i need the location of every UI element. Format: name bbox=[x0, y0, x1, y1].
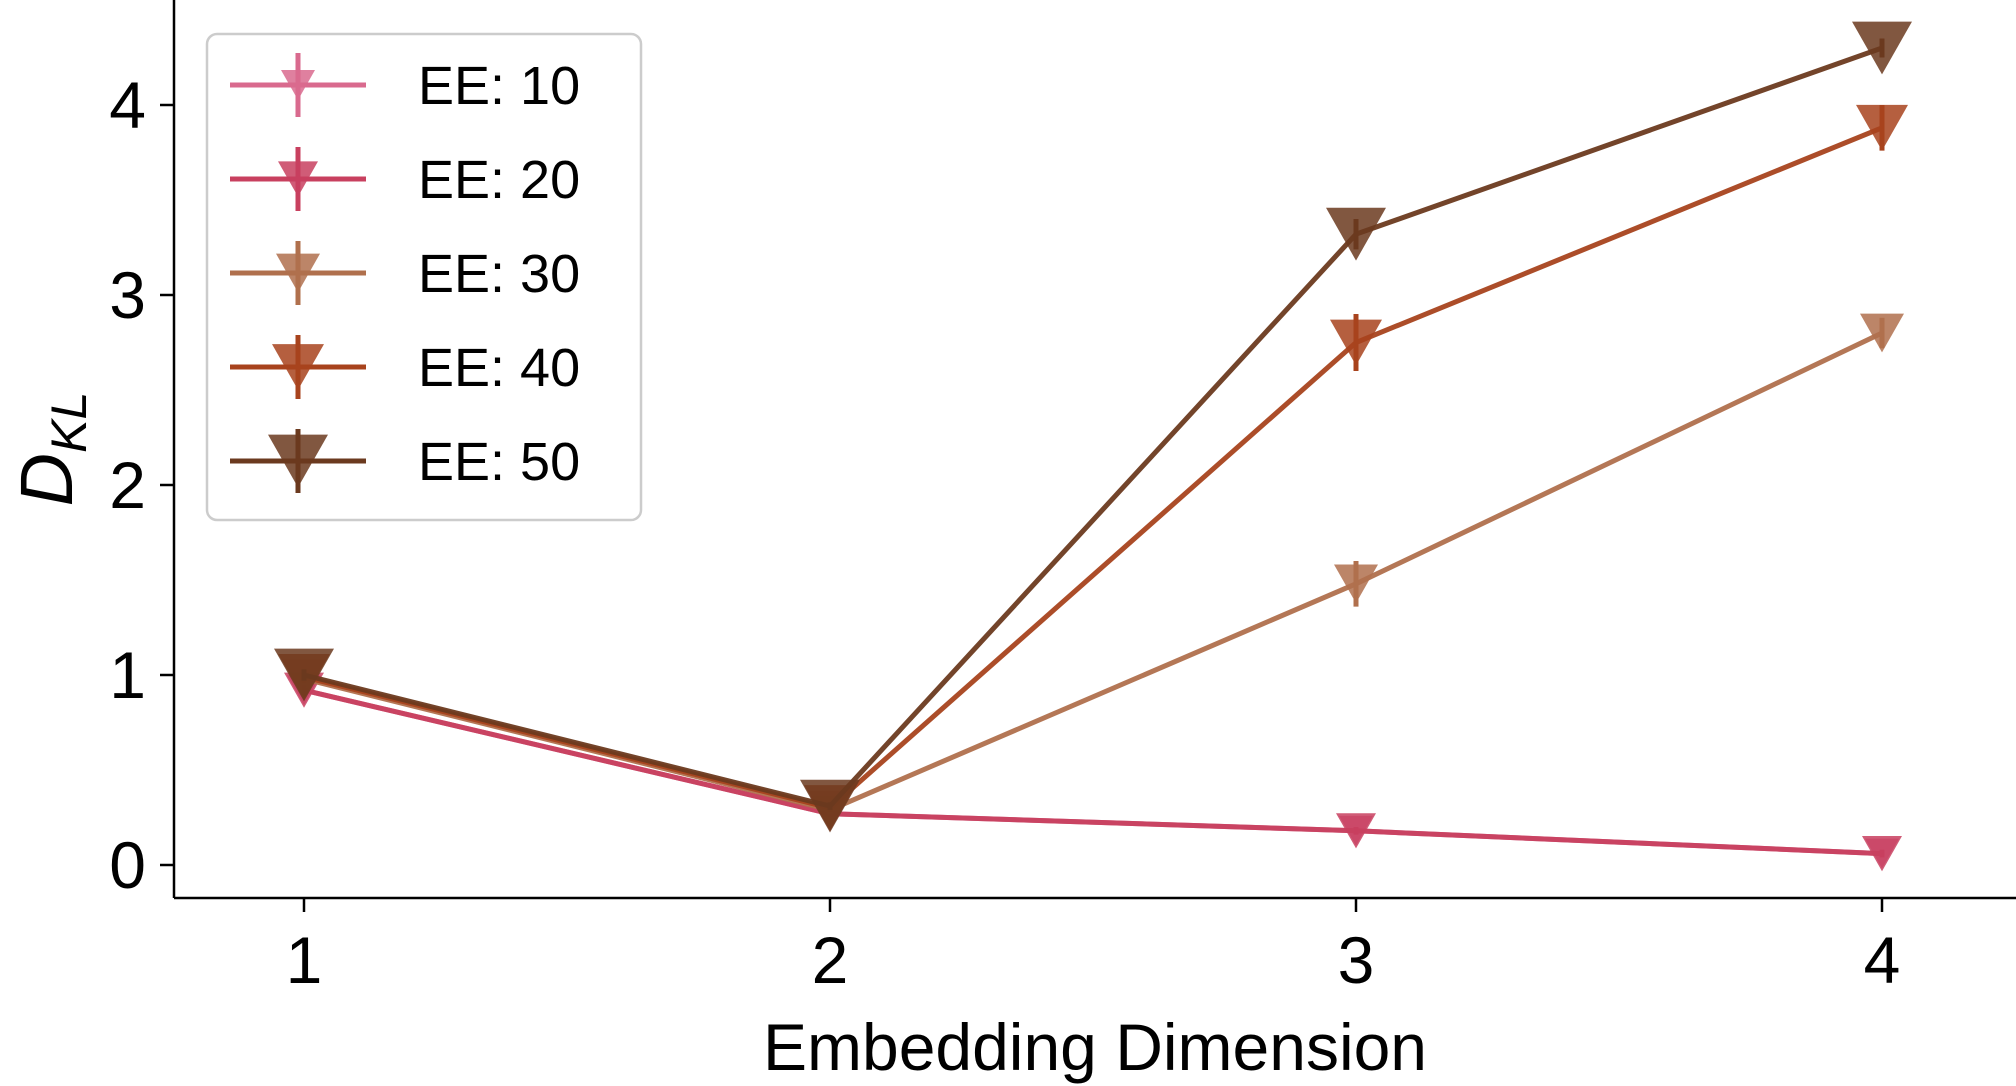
data-point-marker bbox=[1852, 21, 1912, 75]
legend-marker bbox=[272, 344, 324, 390]
y-tick-label: 4 bbox=[109, 68, 146, 142]
legend-label: EE: 40 bbox=[418, 338, 580, 398]
legend: EE: 10 EE: 20 EE: 30 EE: 40 EE: 50 bbox=[205, 32, 643, 522]
legend-label: EE: 30 bbox=[418, 244, 580, 304]
y-tick-label: 2 bbox=[109, 448, 146, 522]
legend-label: EE: 50 bbox=[418, 432, 580, 492]
legend-marker bbox=[268, 434, 328, 488]
legend-label: EE: 10 bbox=[418, 56, 580, 116]
legend-frame bbox=[205, 32, 643, 522]
data-point-marker bbox=[1860, 313, 1904, 353]
x-tick-label: 4 bbox=[1864, 923, 1901, 997]
data-point-marker bbox=[274, 648, 334, 702]
ticks: 1 2 3 4 0 1 2 3 4 bbox=[109, 68, 1900, 997]
y-axis-label-main: D bbox=[5, 453, 88, 506]
series-line bbox=[303, 687, 1883, 857]
series-layer bbox=[274, 21, 1912, 872]
x-tick-label: 1 bbox=[286, 923, 323, 997]
series-line bbox=[303, 45, 1883, 809]
data-point-marker bbox=[1856, 104, 1908, 151]
y-tick-label: 1 bbox=[109, 638, 146, 712]
axes bbox=[172, 0, 2016, 900]
series-ee-20 bbox=[284, 672, 1902, 872]
legend-label: EE: 20 bbox=[418, 150, 580, 210]
y-axis-label-subscript: KL bbox=[41, 392, 97, 453]
y-tick-label: 0 bbox=[109, 828, 146, 902]
y-tick-label: 3 bbox=[109, 258, 146, 332]
series-ee-10 bbox=[287, 675, 1899, 869]
data-point-marker bbox=[1330, 319, 1382, 366]
y-axis-label: DKL bbox=[5, 392, 97, 507]
data-point-marker bbox=[800, 779, 860, 833]
legend-marker bbox=[276, 253, 320, 293]
x-axis-label: Embedding Dimension bbox=[763, 1010, 1427, 1084]
series-line bbox=[303, 687, 1883, 857]
data-point-marker bbox=[1326, 207, 1386, 261]
legend-marker bbox=[278, 161, 318, 197]
data-point-marker bbox=[1334, 564, 1378, 604]
x-tick-label: 3 bbox=[1338, 923, 1375, 997]
series-ee-50 bbox=[274, 21, 1912, 833]
data-point-marker bbox=[1862, 836, 1902, 872]
x-tick-label: 2 bbox=[812, 923, 849, 997]
legend-marker bbox=[281, 70, 315, 100]
data-point-marker bbox=[1336, 813, 1376, 849]
